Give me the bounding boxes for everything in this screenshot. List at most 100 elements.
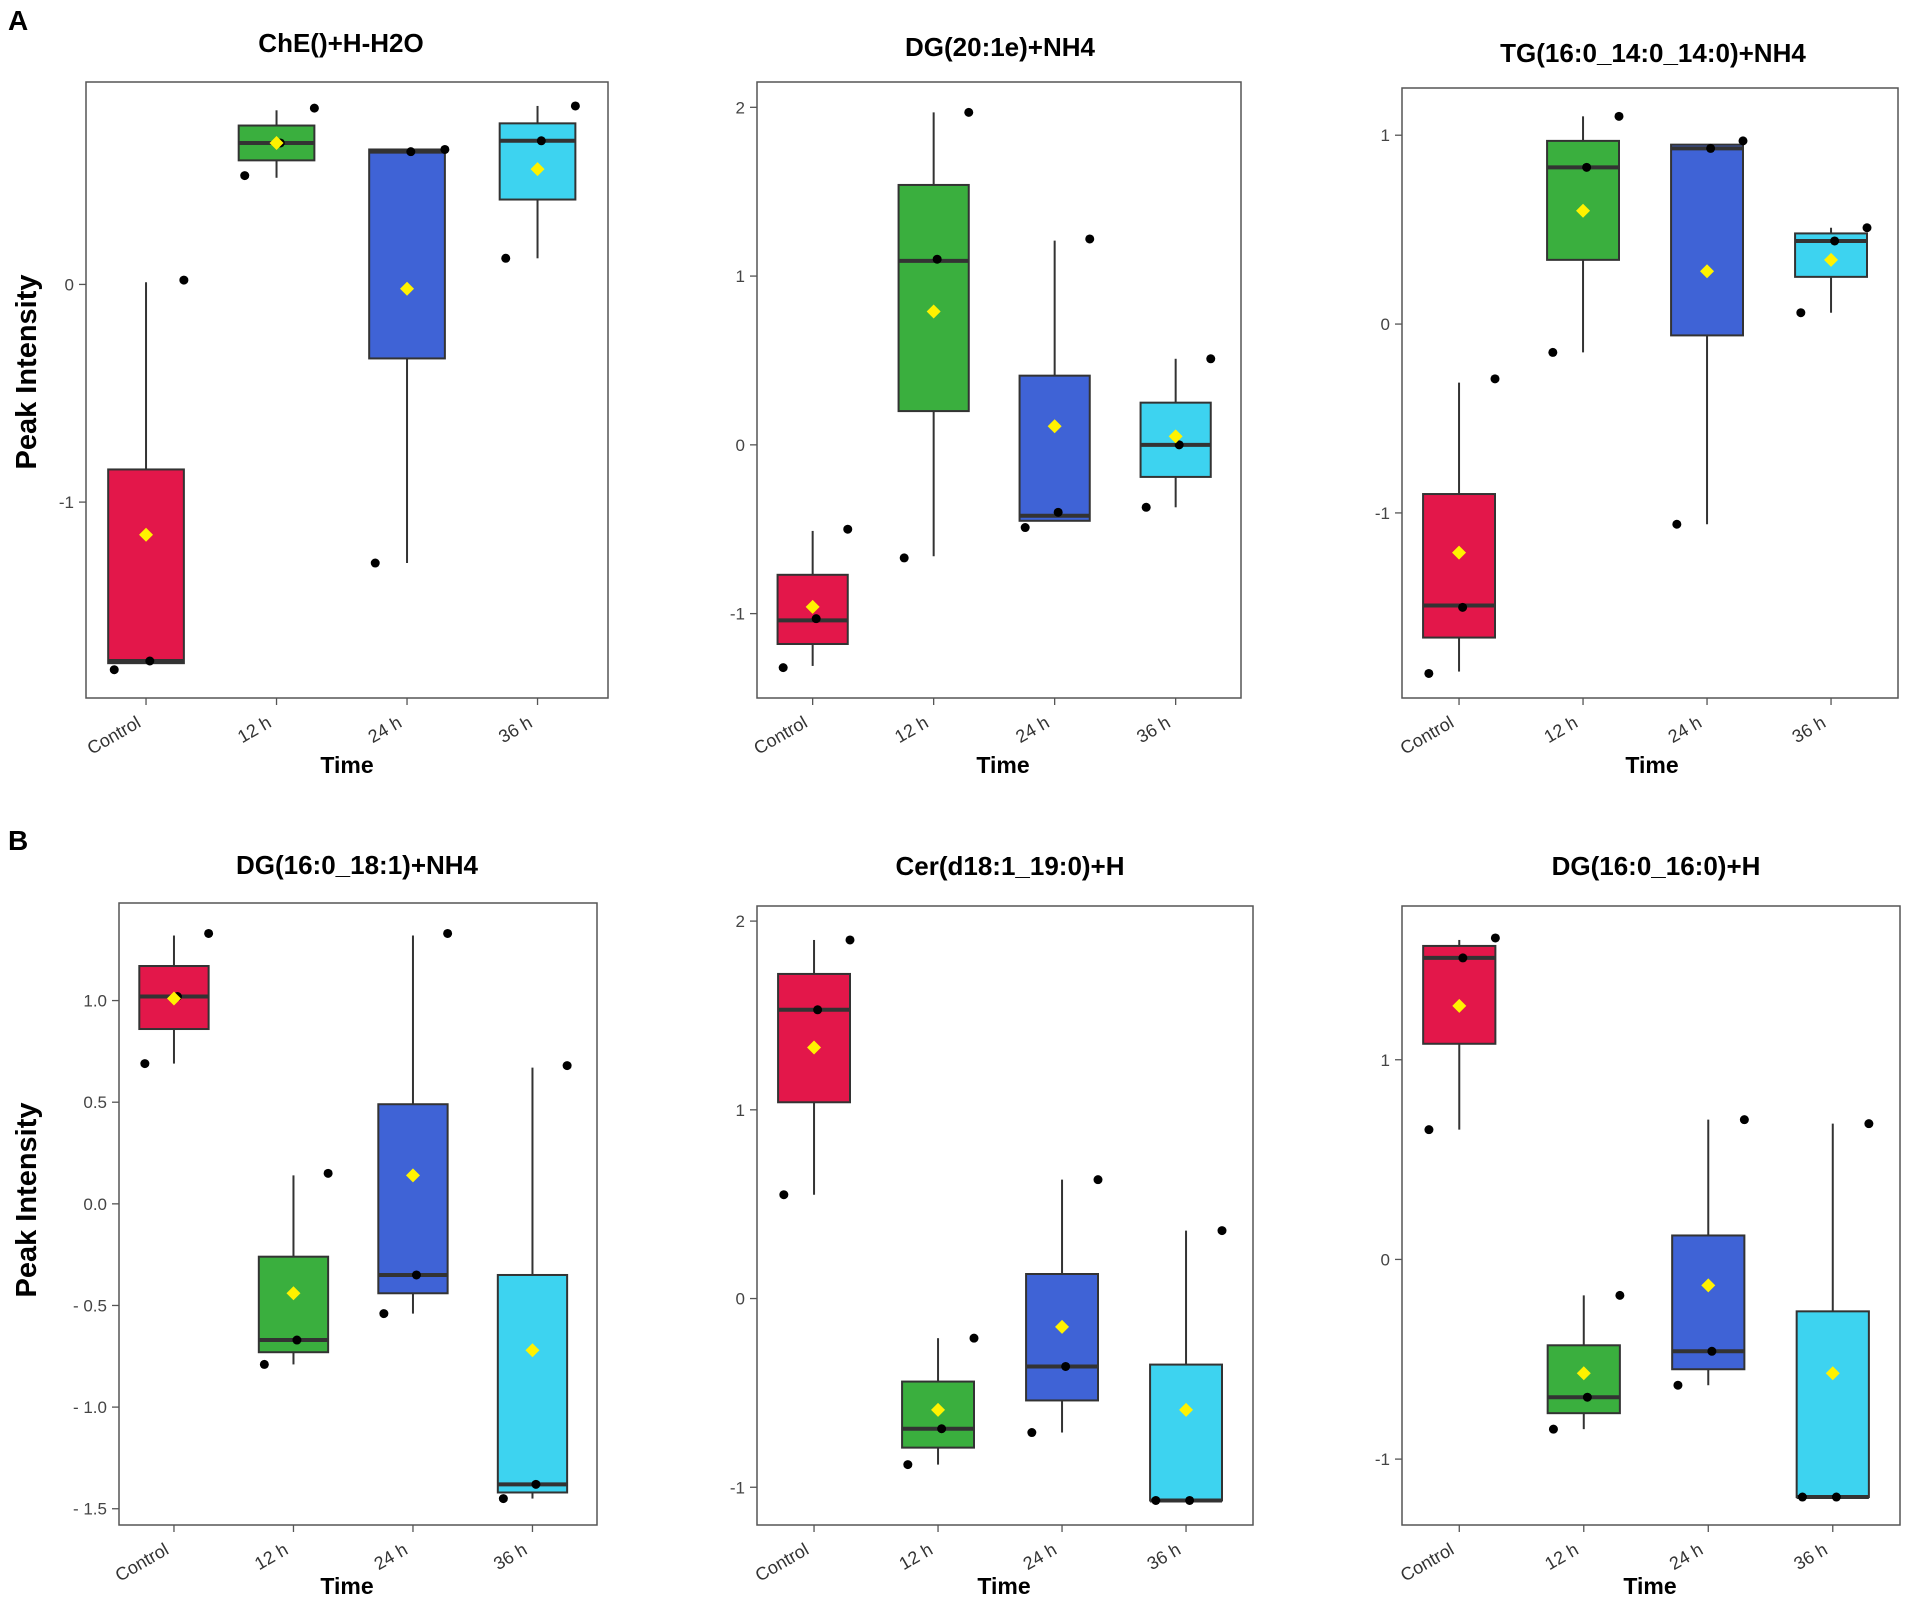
data-point [501,253,511,263]
data-point [1424,1125,1434,1135]
data-point [1093,1175,1103,1185]
data-point [1548,1424,1558,1434]
box-body [1422,493,1496,639]
box-body [777,972,852,1104]
box-control [776,524,853,673]
data-point [1614,111,1624,121]
data-point [932,254,942,264]
data-point [1185,1495,1195,1505]
data-point [1151,1495,1161,1505]
mean-marker [139,527,154,542]
box-body [496,1273,569,1494]
data-point [370,558,380,568]
data-point [899,553,909,563]
box-36-h [1795,1119,1874,1502]
mean-marker [400,281,415,296]
y-tick-label: - 0.5 [73,1296,107,1315]
box-control [138,928,214,1069]
data-point [1862,223,1872,233]
y-tick-label: 0.0 [83,1195,107,1214]
chart-title: ChE()+H-H2O [258,28,423,58]
data-point [1490,933,1500,943]
y-axis-title: Peak Intensity [11,1102,43,1297]
data-point [1615,1290,1625,1300]
data-point [1061,1361,1071,1371]
y-tick-label: 0 [736,436,745,455]
chart-title: Cer(d18:1_19:0)+H [895,851,1124,881]
data-point [536,136,546,146]
mean-marker [1576,1366,1591,1381]
box-12-h [257,1168,333,1369]
box-12-h [901,1333,979,1470]
box-body [901,1380,976,1449]
box-body [257,1255,330,1354]
y-tick-label: -1 [1375,1450,1390,1469]
data-point [964,107,974,117]
data-point [411,1270,421,1280]
y-tick-label: - 1.5 [73,1500,107,1519]
data-point [845,935,855,945]
box-36-h [1794,223,1872,318]
data-point [1706,143,1716,153]
data-point [309,103,319,113]
data-point [1548,347,1558,357]
box-body [498,122,577,201]
data-point [1672,519,1682,529]
x-axis-title: Time [977,1573,1030,1598]
data-point [204,928,214,938]
box-36-h [496,1061,572,1504]
box-body [1149,1363,1223,1502]
mean-marker [1701,1278,1716,1293]
data-point [1738,136,1748,146]
box-12-h [897,107,974,563]
x-axis-title: Time [976,752,1029,778]
y-tick-label: -1 [730,605,745,624]
mean-marker [269,135,284,150]
y-tick-label: -1 [59,493,74,512]
data-point [1864,1119,1874,1129]
x-axis-title: Time [320,752,373,778]
data-point [843,524,853,534]
y-tick-label: -1 [730,1478,745,1497]
data-point [778,663,788,673]
y-tick-label: -1 [1375,504,1390,523]
box-24-h [368,144,450,568]
y-tick-label: 1 [736,1101,745,1120]
data-point [1424,668,1434,678]
data-point [531,1479,541,1489]
y-tick-label: 1 [1381,126,1390,145]
y-axis-title: Peak Intensity [11,274,43,469]
data-point [1831,1492,1841,1502]
data-point [1458,953,1468,963]
box-body [1546,139,1620,261]
chart-title: DG(16:0_16:0)+H [1552,851,1761,881]
data-point [570,101,580,111]
data-point [1206,354,1216,364]
box-body [1795,1310,1870,1499]
box-12-h [237,103,319,181]
data-point [1458,602,1468,612]
y-tick-label: 0 [1381,1250,1390,1269]
data-point [259,1359,269,1369]
box-body [107,468,185,665]
box-control [1422,374,1500,678]
y-tick-label: 2 [736,912,745,931]
box-12-h [1546,1290,1625,1434]
data-point [1797,1492,1807,1502]
box-12-h [1546,111,1624,357]
data-point [1217,1226,1227,1236]
box-body [1422,944,1497,1045]
box-36-h [1139,354,1216,512]
mean-marker [1168,429,1183,444]
mean-marker [1700,264,1715,279]
data-point [1141,502,1151,512]
data-point [323,1168,333,1178]
mean-marker [530,162,545,177]
data-point [969,1333,979,1343]
y-tick-label: 1 [736,267,745,286]
